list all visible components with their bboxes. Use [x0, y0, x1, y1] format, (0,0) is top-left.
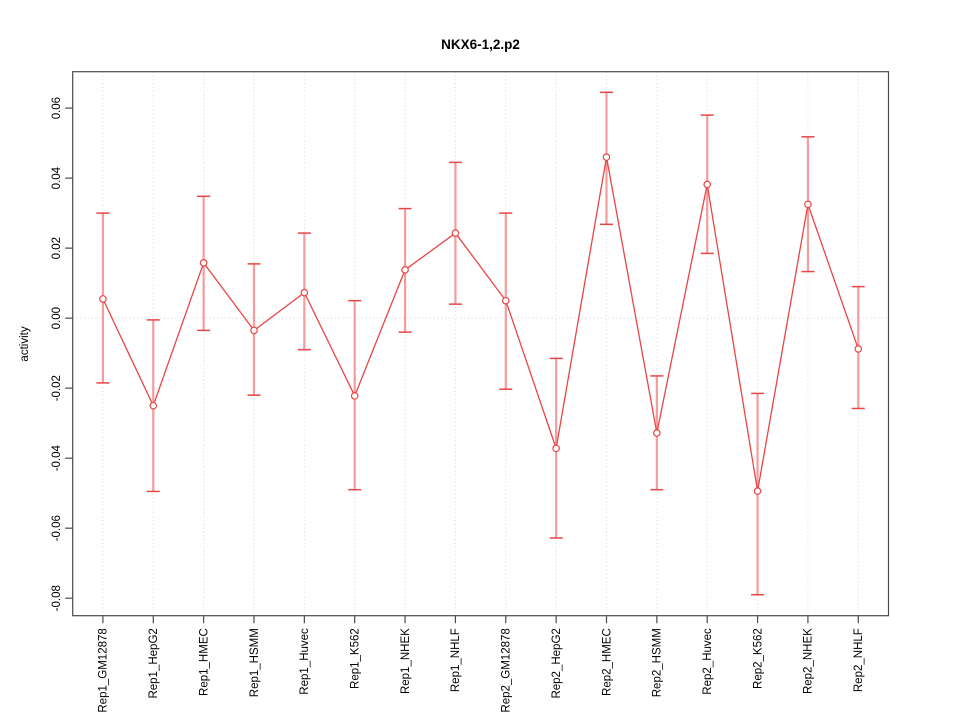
data-point — [602, 153, 611, 161]
x-tick-label: Rep1_HSMM — [249, 628, 261, 697]
x-tick-label: Rep2_HMEC — [601, 628, 613, 696]
plot-content: 0.06 0.04 0.02 0.00 -0.02 -0.04 -0.06 -0.08 Rep1… — [51, 71, 890, 713]
data-point — [653, 429, 661, 437]
x-tick-label: Rep1_HepG2 — [148, 628, 160, 698]
data-point — [804, 200, 812, 209]
data-point — [501, 296, 510, 305]
x-tick-label: Rep1_K562 — [350, 628, 362, 689]
x-tick-label: Rep1_NHEK — [400, 628, 412, 694]
data-point — [401, 266, 409, 274]
y-tick-label: 0.02 — [51, 237, 63, 259]
data-point — [753, 487, 762, 495]
x-tick-label: Rep1_GM12878 — [98, 628, 110, 712]
data-point — [350, 392, 359, 400]
y-tick-label: -0.08 — [51, 585, 63, 611]
y-tick-label: 0.06 — [51, 97, 63, 119]
x-tick-label: Rep1_NHLF — [450, 628, 462, 692]
y-tick-label: -0.06 — [51, 515, 63, 541]
y-tick-label: 0.00 — [51, 307, 63, 329]
chart-title: NKX6-1,2.p2 — [441, 37, 520, 52]
data-point — [552, 444, 560, 453]
data-point — [199, 259, 208, 267]
y-axis-label: activity — [19, 326, 31, 361]
x-tick-label: Rep2_GM12878 — [501, 628, 513, 712]
y-tick-label: -0.02 — [51, 375, 63, 401]
data-point — [854, 345, 863, 353]
data-point — [99, 295, 107, 303]
x-tick-label: Rep2_NHEK — [803, 628, 815, 694]
x-tick-label: Rep1_HMEC — [198, 628, 210, 696]
x-tick-label: Rep1_Huvec — [299, 628, 311, 695]
x-tick-label: Rep2_HepG2 — [551, 628, 563, 698]
x-tick-label: Rep2_Huvec — [702, 628, 714, 695]
y-tick-label: 0.04 — [51, 166, 63, 189]
data-point — [451, 229, 460, 237]
data-point — [250, 326, 258, 335]
series-line — [102, 156, 859, 492]
data-point — [300, 288, 309, 297]
data-point — [149, 401, 158, 410]
x-tick-label: Rep2_NHLF — [853, 628, 865, 692]
y-tick-label: -0.04 — [51, 444, 63, 471]
plot-border — [72, 71, 890, 617]
x-tick-label: Rep2_K562 — [752, 628, 764, 689]
x-tick-label: Rep2_HSMM — [652, 628, 664, 697]
data-point — [703, 180, 712, 189]
